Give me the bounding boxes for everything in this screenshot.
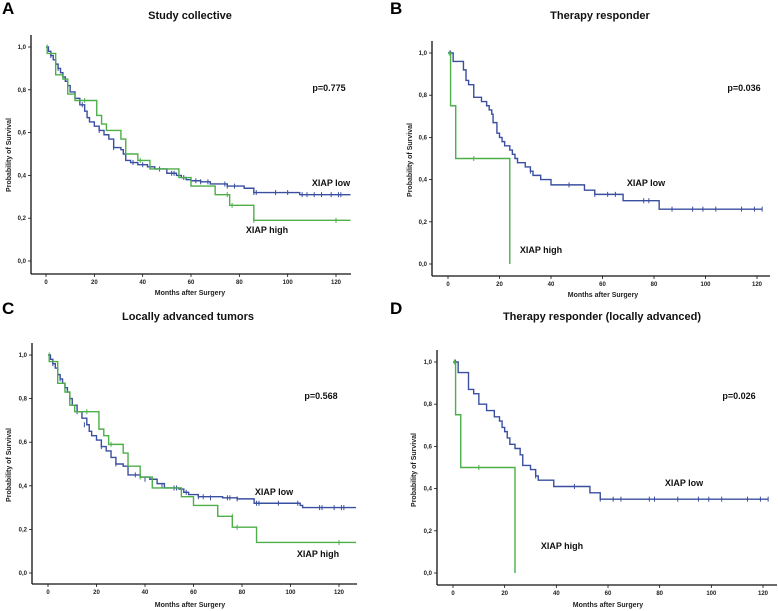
y-axis-label: Probability of Survival xyxy=(6,118,13,192)
xiap-low-curve xyxy=(48,354,356,509)
p-value: p=0.775 xyxy=(312,83,345,93)
x-tick-label: 80 xyxy=(656,591,663,597)
xiap-high-curve xyxy=(448,52,511,264)
y-axis-label: Probability of Survival xyxy=(411,433,418,507)
y-tick-label: 1,0 xyxy=(19,353,28,359)
panel-b: B Therapy responder 0 20 40 60 80 100 120 0,0 0,2 0… xyxy=(390,0,770,299)
x-tick-label: 100 xyxy=(285,590,296,596)
xiap-low-curve xyxy=(453,361,769,500)
y-tick-label: 0,6 xyxy=(19,440,28,446)
x-tick-label: 0 xyxy=(46,590,50,596)
x-tick-label: 0 xyxy=(451,591,455,597)
xiap-high-label: XIAP high xyxy=(297,549,339,559)
x-tick-label: 120 xyxy=(758,591,769,597)
y-axis-label: Probability of Survival xyxy=(407,123,414,197)
xiap-high-curve xyxy=(48,354,356,544)
y-tick-label: 1,0 xyxy=(18,45,27,51)
x-tick-label: 20 xyxy=(501,591,508,597)
x-axis-label: Months after Surgery xyxy=(155,602,226,609)
y-tick-label: 1,0 xyxy=(424,360,433,366)
x-tick-label: 60 xyxy=(190,590,197,596)
y-tick-label: 0,0 xyxy=(18,259,27,265)
panel-letter: C xyxy=(2,299,14,318)
p-value: p=0.036 xyxy=(727,83,760,93)
xiap-high-label: XIAP high xyxy=(246,225,288,235)
chart-title: Therapy responder xyxy=(550,10,650,22)
xiap-high-label: XIAP high xyxy=(541,541,583,551)
x-tick-label: 40 xyxy=(142,590,149,596)
x-tick-label: 20 xyxy=(91,280,98,286)
x-tick-label: 20 xyxy=(496,282,503,288)
xiap-low-label: XIAP low xyxy=(312,178,351,188)
p-value: p=0.026 xyxy=(722,391,755,401)
y-tick-label: 0,4 xyxy=(19,484,28,490)
panel-a: A Study collective 0 20 40 60 80 100 120 0,0 0,2 0,… xyxy=(2,0,351,297)
y-tick-label: 0,2 xyxy=(424,529,433,535)
x-tick-label: 120 xyxy=(752,282,763,288)
x-tick-label: 60 xyxy=(188,280,195,286)
y-tick-label: 0,0 xyxy=(419,262,428,268)
chart-title: Therapy responder (locally advanced) xyxy=(503,311,701,323)
x-tick-label: 40 xyxy=(139,280,146,286)
xiap-low-label: XIAP low xyxy=(627,178,666,188)
chart-title: Study collective xyxy=(148,10,232,22)
x-tick-label: 60 xyxy=(599,282,606,288)
xiap-low-curve xyxy=(46,46,351,196)
xiap-low-label: XIAP low xyxy=(665,478,704,488)
xiap-low-label: XIAP low xyxy=(255,487,294,497)
y-tick-label: 0,2 xyxy=(19,527,28,533)
x-tick-label: 40 xyxy=(548,282,555,288)
x-axis-label: Months after Surgery xyxy=(155,290,226,297)
y-tick-label: 0,0 xyxy=(424,571,433,577)
xiap-low-curve xyxy=(448,52,763,210)
y-tick-label: 0,8 xyxy=(18,88,27,94)
x-tick-label: 80 xyxy=(236,280,243,286)
y-tick-label: 0,4 xyxy=(419,178,428,184)
p-value: p=0.568 xyxy=(304,391,337,401)
y-tick-label: 0,4 xyxy=(424,487,433,493)
x-tick-label: 40 xyxy=(553,591,560,597)
panel-d: D Therapy responder (locally advanced) 0 20… xyxy=(390,299,777,609)
y-tick-label: 0,4 xyxy=(18,173,27,179)
x-tick-label: 120 xyxy=(331,280,342,286)
y-axis-label: Probability of Survival xyxy=(6,428,13,502)
panel-c: C Locally advanced tumors 0 20 40 60 80 100 120 0… xyxy=(2,299,357,609)
xiap-high-curve xyxy=(453,361,516,573)
y-tick-label: 0,2 xyxy=(18,216,27,222)
x-tick-label: 120 xyxy=(334,590,345,596)
y-tick-label: 0,6 xyxy=(424,444,433,450)
x-tick-label: 80 xyxy=(651,282,658,288)
panel-letter: A xyxy=(2,0,14,18)
x-tick-label: 20 xyxy=(93,590,100,596)
x-axis-label: Months after Surgery xyxy=(568,292,639,299)
y-tick-label: 0,0 xyxy=(19,571,28,577)
panel-letter: D xyxy=(390,299,402,318)
x-tick-label: 100 xyxy=(283,280,294,286)
x-tick-label: 0 xyxy=(44,280,48,286)
xiap-high-curve xyxy=(46,46,351,222)
y-tick-label: 0,8 xyxy=(424,402,433,408)
y-tick-label: 0,8 xyxy=(19,397,28,403)
x-tick-label: 100 xyxy=(700,282,711,288)
y-tick-label: 0,8 xyxy=(419,93,428,99)
y-tick-label: 0,6 xyxy=(18,131,27,137)
chart-title: Locally advanced tumors xyxy=(122,311,254,323)
x-axis-label: Months after Surgery xyxy=(573,602,644,609)
xiap-high-label: XIAP high xyxy=(520,245,562,255)
y-tick-label: 1,0 xyxy=(419,51,428,57)
x-tick-label: 80 xyxy=(239,590,246,596)
y-tick-label: 0,2 xyxy=(419,220,428,226)
y-tick-label: 0,6 xyxy=(419,135,428,141)
panel-letter: B xyxy=(390,0,402,18)
x-tick-label: 100 xyxy=(706,591,717,597)
x-tick-label: 0 xyxy=(446,282,450,288)
x-tick-label: 60 xyxy=(605,591,612,597)
